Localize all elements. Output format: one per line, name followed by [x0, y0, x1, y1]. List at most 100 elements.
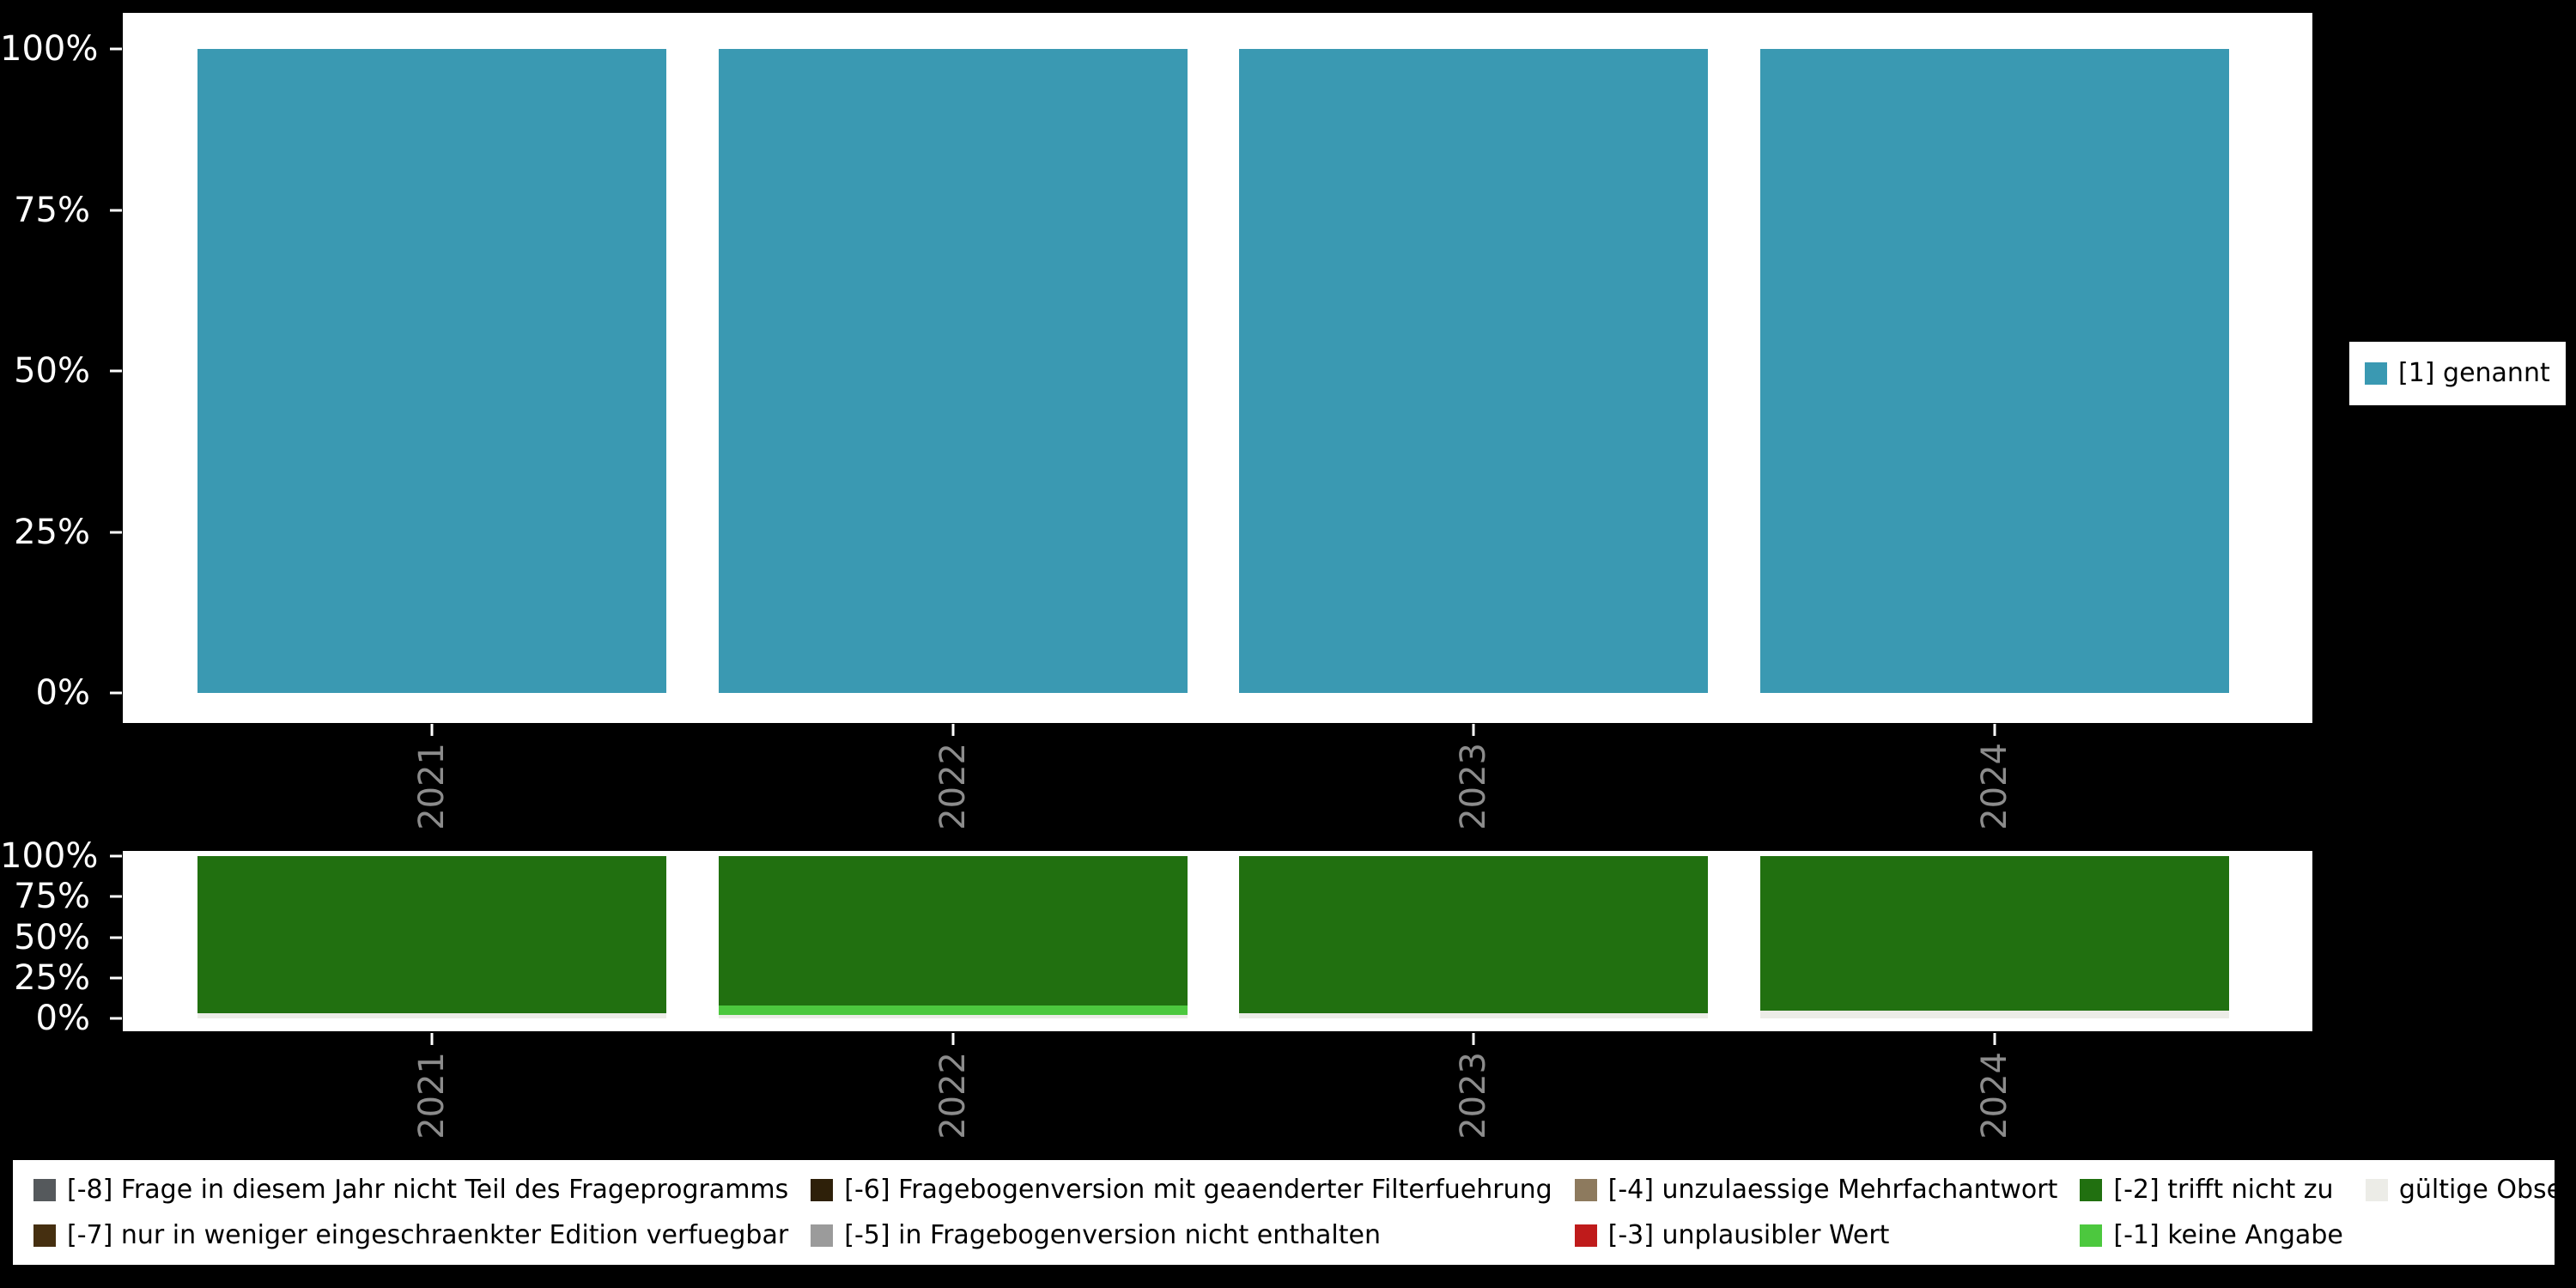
missings-y-axis: 0% 25% 50% 75% 100%: [0, 839, 123, 1036]
x-tick-label: 2023: [1454, 1052, 1494, 1143]
legend-swatch-icon: [811, 1224, 834, 1247]
bar-2024: [1759, 49, 2229, 693]
y-tick-label: 75%: [14, 877, 90, 917]
bar-segment: [718, 856, 1188, 1005]
missings-plot-area: [197, 856, 2229, 1018]
y-tick-mark: [110, 976, 122, 980]
x-tick-mark: [951, 724, 955, 736]
legend-swatch-icon: [2365, 1178, 2388, 1201]
y-tick-label: 25%: [14, 512, 90, 552]
bar-segment: [1239, 856, 1709, 1014]
missings-chart-panel: [123, 851, 2312, 1031]
legend-swatch-icon: [33, 1224, 56, 1247]
y-tick-mark: [110, 936, 122, 939]
y-tick-mark: [110, 369, 122, 373]
legend-label: [-3] unplausibler Wert: [1607, 1219, 1890, 1250]
x-tick-text: 2024: [1974, 743, 2014, 830]
legend-label: [-5] in Fragebogenversion nicht enthalte…: [844, 1219, 1381, 1250]
x-tick-mark: [1993, 1033, 1996, 1045]
legend-item: [1] genannt: [2365, 361, 2550, 386]
legend-item: [-5] in Fragebogenversion nicht enthalte…: [811, 1219, 1552, 1250]
x-tick-label: 2024: [1974, 1052, 2014, 1143]
bar-segment: [197, 49, 667, 693]
x-tick-mark: [430, 724, 434, 736]
y-tick-label: 0%: [35, 673, 90, 713]
y-tick-label: 100%: [0, 836, 99, 876]
y-tick-mark: [110, 691, 122, 695]
y-tick-label: 50%: [14, 917, 90, 957]
bar-2024: [1759, 856, 2229, 1018]
legend-label: [-8] Frage in diesem Jahr nicht Teil des…: [67, 1174, 789, 1205]
legend-label: [-1] keine Angabe: [2113, 1219, 2343, 1250]
legend-item: [-8] Frage in diesem Jahr nicht Teil des…: [33, 1174, 789, 1205]
legend-swatch-icon: [2080, 1224, 2103, 1247]
x-tick-text: 2024: [1974, 1052, 2014, 1139]
x-tick-mark: [430, 1033, 434, 1045]
y-tick-mark: [110, 1017, 122, 1020]
legend-swatch-icon: [1574, 1224, 1597, 1247]
x-tick-text: 2022: [933, 743, 973, 830]
bar-segment: [1239, 49, 1709, 693]
legend-label: [-4] unzulaessige Mehrfachantwort: [1607, 1174, 2058, 1205]
bar-segment: [1239, 1013, 1709, 1018]
y-tick-label: 25%: [14, 957, 90, 998]
legend-swatch-icon: [1574, 1178, 1597, 1201]
bar-2021: [197, 49, 667, 693]
legend-item: [-1] keine Angabe: [2080, 1219, 2343, 1250]
bar-segment: [1759, 856, 2229, 1011]
legend-label: [-7] nur in weniger eingeschraenkter Edi…: [67, 1219, 789, 1250]
x-tick-text: 2021: [412, 743, 453, 830]
legend-label: [-6] Fragebogenversion mit geaenderter F…: [844, 1174, 1552, 1205]
missings-x-axis: 2021 2022 2023 2024: [197, 1033, 2229, 1179]
legend-swatch-icon: [33, 1178, 56, 1201]
x-tick-text: 2022: [933, 1052, 973, 1139]
x-tick-label: 2021: [412, 743, 453, 834]
legend-swatch-icon: [811, 1178, 834, 1201]
x-tick-text: 2023: [1454, 1052, 1494, 1139]
x-tick-mark: [1472, 1033, 1475, 1045]
legend-item: [-2] trifft nicht zu: [2080, 1174, 2342, 1205]
missings-legend: [-8] Frage in diesem Jahr nicht Teil des…: [13, 1160, 2576, 1265]
x-tick-label: 2022: [933, 1052, 973, 1143]
y-tick-mark: [110, 209, 122, 211]
legend-item: [-3] unplausibler Wert: [1574, 1219, 2058, 1250]
bar-segment: [1759, 49, 2229, 693]
y-tick-mark: [110, 895, 122, 898]
x-tick-text: 2023: [1454, 743, 1494, 830]
legend-item: [-7] nur in weniger eingeschraenkter Edi…: [33, 1219, 789, 1250]
bar-2022: [718, 49, 1188, 693]
legend-label: [-2] trifft nicht zu: [2113, 1174, 2334, 1205]
bar-segment: [718, 1005, 1188, 1016]
y-tick-mark: [110, 47, 122, 51]
x-tick-mark: [1472, 724, 1475, 736]
y-tick-mark: [110, 854, 122, 858]
x-tick-text: 2021: [412, 1052, 453, 1139]
x-tick-label: 2022: [933, 743, 973, 834]
legend-item: gültige Observationen: [2365, 1174, 2576, 1205]
x-tick-label: 2024: [1974, 743, 2014, 834]
bar-2021: [197, 856, 667, 1018]
x-tick-mark: [1993, 724, 1996, 736]
legend-label: gültige Observationen: [2398, 1174, 2576, 1205]
values-legend: [1] genannt: [2349, 342, 2566, 405]
values-plot-area: [197, 49, 2229, 693]
bar-segment: [718, 49, 1188, 693]
x-tick-mark: [951, 1033, 955, 1045]
x-tick-label: 2023: [1454, 743, 1494, 834]
bar-2023: [1239, 49, 1709, 693]
values-x-axis: 2021 2022 2023 2024: [197, 724, 2229, 870]
y-tick-label: 75%: [14, 190, 90, 230]
bar-2023: [1239, 856, 1709, 1018]
x-tick-label: 2021: [412, 1052, 453, 1143]
y-tick-mark: [110, 531, 122, 533]
bar-2022: [718, 856, 1188, 1018]
y-tick-label: 50%: [14, 351, 90, 391]
legend-item: [-6] Fragebogenversion mit geaenderter F…: [811, 1174, 1552, 1205]
values-chart-panel: [123, 13, 2312, 723]
bar-segment: [197, 1013, 667, 1018]
legend-item: [-4] unzulaessige Mehrfachantwort: [1574, 1174, 2058, 1205]
bar-segment: [197, 856, 667, 1014]
bar-segment: [718, 1015, 1188, 1018]
legend-label: [1] genannt: [2398, 358, 2550, 388]
